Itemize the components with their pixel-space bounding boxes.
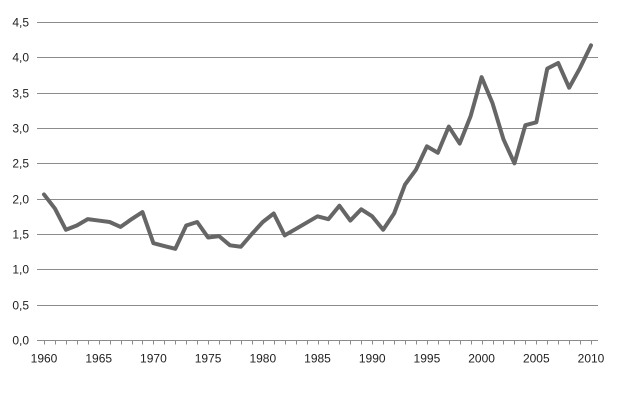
x-tick-label: 1990 (359, 352, 386, 366)
y-tick-label: 1,5 (12, 228, 29, 242)
y-tick-label: 4,0 (12, 51, 29, 65)
x-axis (37, 340, 598, 345)
x-tick-label: 1995 (414, 352, 441, 366)
x-tick-label: 1985 (304, 352, 331, 366)
series-line-0 (42, 43, 593, 251)
y-tick-label: 1,0 (12, 263, 29, 277)
x-tick-label: 1965 (85, 352, 112, 366)
y-tick-label: 4,5 (12, 16, 29, 30)
grid-lines (37, 22, 598, 306)
x-tick-label: 2005 (523, 352, 550, 366)
y-axis-tick-labels: 0,0 0,5 1,0 1,5 2,0 2,5 3,0 3,5 4,0 4,5 (12, 16, 29, 348)
y-tick-label: 3,5 (12, 87, 29, 101)
x-tick-label: 1970 (140, 352, 167, 366)
y-tick-label: 2,5 (12, 157, 29, 171)
x-tick-label: 1980 (249, 352, 276, 366)
series-layer (42, 43, 593, 251)
y-tick-label: 2,0 (12, 193, 29, 207)
y-tick-label: 0,0 (12, 334, 29, 348)
x-tick-label: 2010 (578, 352, 605, 366)
y-tick-label: 0,5 (12, 299, 29, 313)
y-tick-label: 3,0 (12, 122, 29, 136)
x-tick-label: 1975 (195, 352, 222, 366)
x-tick-label: 1960 (31, 352, 58, 366)
x-axis-tick-labels: 1960 1965 1970 1975 1980 1985 1990 1995 2000 2005… (31, 352, 605, 366)
x-tick-label: 2000 (468, 352, 495, 366)
